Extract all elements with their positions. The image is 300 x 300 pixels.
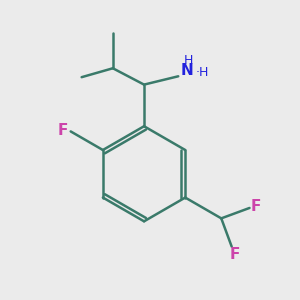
- Text: F: F: [251, 199, 261, 214]
- Text: F: F: [230, 248, 240, 262]
- Text: N: N: [181, 63, 194, 78]
- Text: H: H: [184, 54, 193, 67]
- Text: F: F: [58, 123, 68, 138]
- Text: ·H: ·H: [195, 66, 209, 79]
